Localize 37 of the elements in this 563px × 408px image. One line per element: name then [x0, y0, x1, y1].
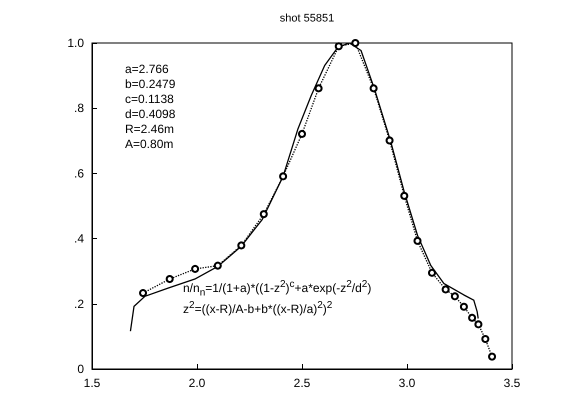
- y-tick-label: 0: [77, 362, 84, 376]
- x-tick-label: 3.0: [398, 376, 416, 390]
- annotation: a=2.766 b=0.2479 c=0.1138 d=0.4098 R=2.46m A=0.80m: [125, 62, 176, 152]
- point: [314, 84, 323, 92]
- point: [428, 268, 436, 277]
- x-tick-label: 3.5: [504, 376, 521, 390]
- y-tick-label: .2: [74, 296, 84, 311]
- point: [260, 210, 268, 218]
- point: [414, 236, 422, 245]
- y-tick-label: 1.0: [67, 36, 84, 50]
- text: n/n$_{n}$=1/(1+a)*((1-z$^{2}$)$^{c}$+a*exp(-z$^{2}$/d$^{2}$) z$^{2}$=((x-R)/A-b+b*((x-R)/a)$^{2}$)$^{2}$: [183, 279, 372, 316]
- point: [191, 264, 200, 273]
- point: [386, 136, 394, 144]
- y-tick-label: .4: [74, 232, 84, 246]
- x-tick-label: 2.0: [188, 376, 206, 390]
- y-tick-label: .8: [74, 101, 84, 116]
- point: [400, 192, 408, 200]
- x-tick-label: 2.5: [294, 376, 311, 390]
- point: [474, 320, 482, 328]
- point: [298, 130, 306, 138]
- point: [334, 42, 343, 50]
- point: [442, 285, 450, 294]
- point: [488, 352, 496, 361]
- point: [460, 302, 468, 311]
- point: [351, 39, 360, 47]
- point: [139, 289, 148, 298]
- point: [481, 335, 490, 344]
- point: [279, 172, 288, 180]
- y-tick-label: .6: [74, 166, 84, 180]
- point: [237, 241, 246, 250]
- point: [370, 84, 378, 92]
- point: [214, 262, 222, 270]
- x-tick-label: 1.5: [84, 376, 101, 390]
- chart-title: shot 55851: [280, 12, 334, 24]
- point: [468, 314, 476, 322]
- point: [166, 275, 174, 284]
- point: [450, 292, 459, 300]
